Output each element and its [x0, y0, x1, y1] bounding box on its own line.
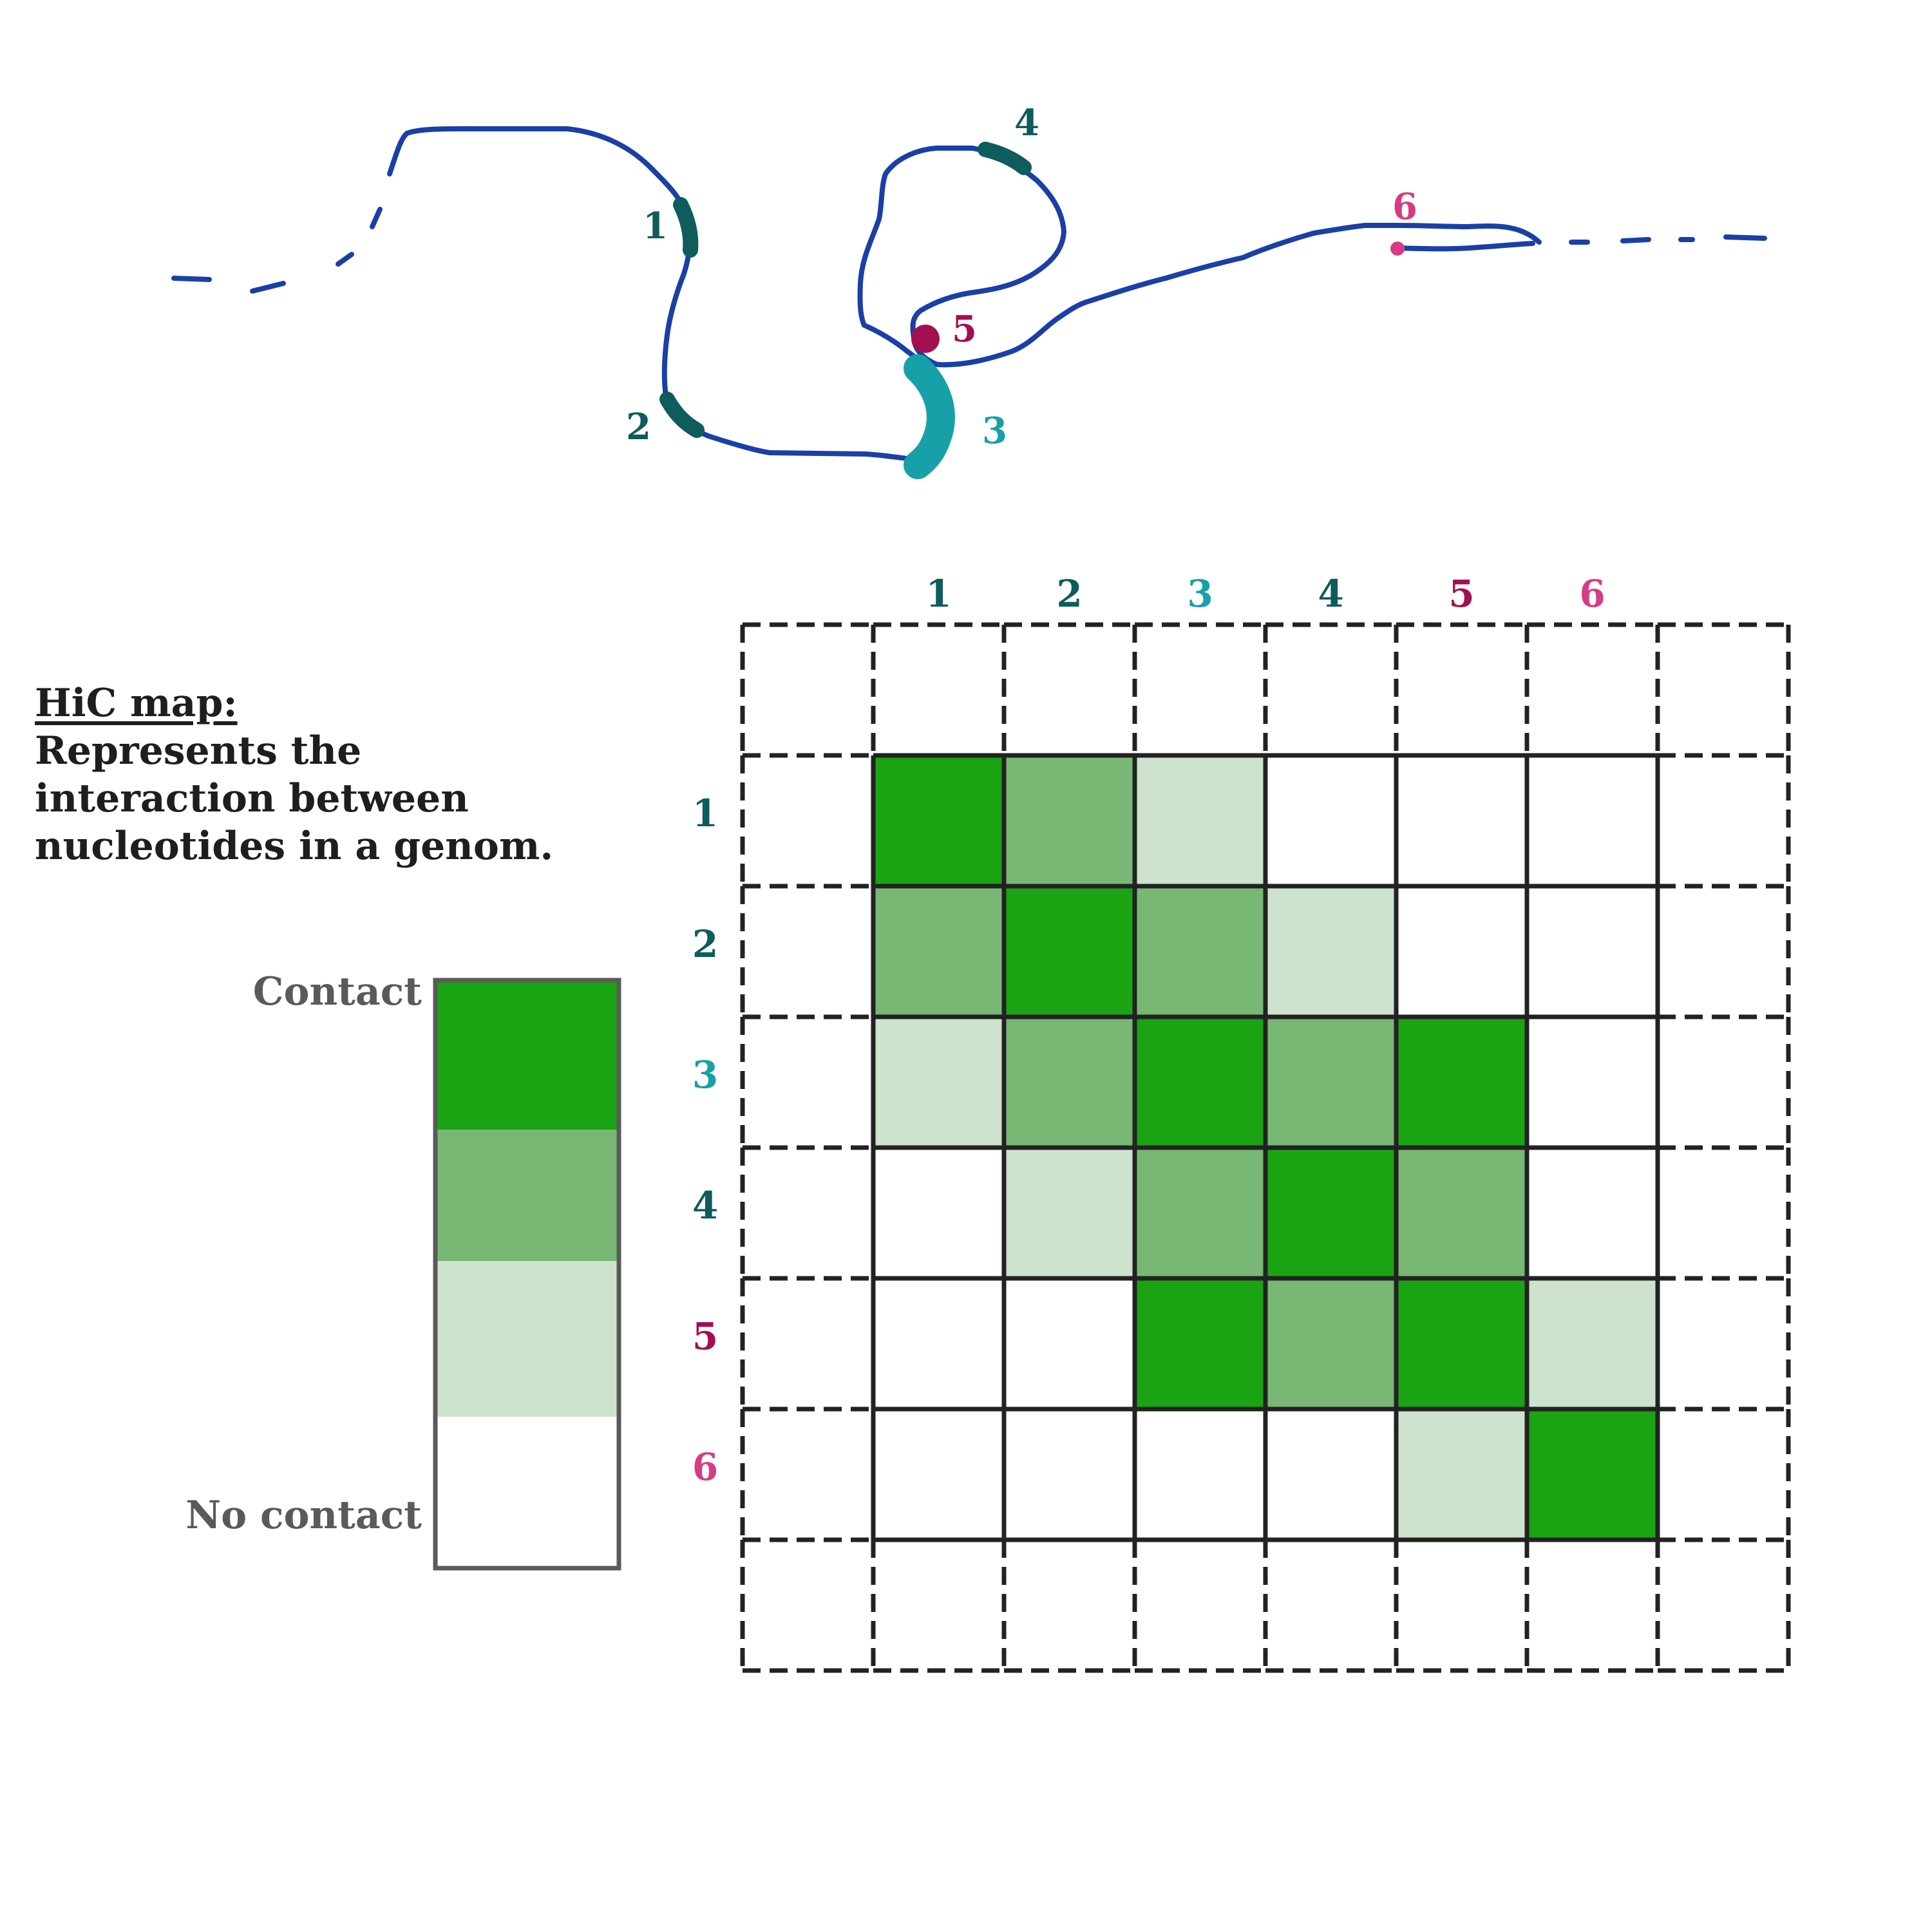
locus-1-marker	[673, 197, 699, 258]
matrix-cell-3-6	[1527, 1017, 1658, 1148]
row-label-2: 2	[692, 922, 718, 966]
legend-level-2	[435, 1130, 619, 1261]
column-label-2: 2	[1056, 572, 1082, 616]
matrix-cell-5-3	[1135, 1278, 1265, 1409]
locus-6-marker	[1390, 242, 1405, 256]
matrix-cell-2-2	[1004, 886, 1135, 1017]
fiber-label-6: 6	[1392, 185, 1417, 228]
locus-2-marker	[659, 392, 705, 438]
column-label-6: 6	[1579, 572, 1605, 616]
matrix-cell-5-6	[1527, 1278, 1658, 1409]
matrix-cell-6-1	[873, 1409, 1004, 1540]
fiber-label-2: 2	[626, 406, 651, 448]
matrix-cell-3-5	[1396, 1017, 1527, 1148]
column-label-1: 1	[925, 572, 951, 616]
matrix-cell-6-5	[1396, 1409, 1527, 1540]
info-line-3: nucleotides in a genom.	[35, 824, 554, 869]
info-heading: HiC map:	[35, 681, 238, 726]
matrix-cell-1-5	[1396, 755, 1527, 886]
fiber-dash	[370, 207, 383, 229]
row-label-3: 3	[692, 1053, 718, 1097]
fiber-dash	[1620, 237, 1651, 243]
row-label-4: 4	[692, 1184, 718, 1227]
hic-matrix-labels: 1 1 2 2 3 3 4 4 5 5 6 6	[692, 572, 1605, 1489]
fiber-dash	[1723, 234, 1767, 241]
column-label-4: 4	[1318, 572, 1343, 616]
fiber-label-1: 1	[643, 205, 668, 247]
matrix-cell-4-5	[1396, 1148, 1527, 1278]
info-line-1: Represents the	[35, 728, 362, 773]
matrix-cell-4-2	[1004, 1148, 1135, 1278]
legend-level-1	[435, 1261, 619, 1417]
legend-level-0	[435, 1417, 619, 1568]
legend-contact-label: Contact	[252, 969, 422, 1014]
locus-4-marker	[978, 142, 1032, 175]
fiber-dash	[250, 281, 286, 294]
fiber-segment-tail	[1395, 241, 1535, 252]
fiber-segment-main	[387, 126, 1542, 462]
matrix-cell-1-6	[1527, 755, 1658, 886]
matrix-cell-6-2	[1004, 1409, 1135, 1540]
matrix-cell-4-6	[1527, 1148, 1658, 1278]
row-label-1: 1	[692, 791, 718, 835]
matrix-cell-5-4	[1265, 1278, 1396, 1409]
matrix-cell-4-4	[1265, 1148, 1396, 1278]
matrix-cell-2-6	[1527, 886, 1658, 1017]
chromatin-fiber	[171, 126, 1767, 462]
matrix-cell-2-1	[873, 886, 1004, 1017]
matrix-cell-3-3	[1135, 1017, 1265, 1148]
legend-border	[433, 978, 621, 1571]
info-block: HiC map: Represents the interaction betw…	[35, 679, 614, 870]
fiber-loci	[659, 142, 1405, 479]
matrix-cell-5-5	[1396, 1278, 1527, 1409]
locus-3-marker	[904, 354, 955, 479]
matrix-cell-3-1	[873, 1017, 1004, 1148]
matrix-cell-1-1	[873, 755, 1004, 886]
matrix-cell-5-2	[1004, 1278, 1135, 1409]
matrix-cell-6-3	[1135, 1409, 1265, 1540]
column-label-5: 5	[1448, 572, 1474, 616]
matrix-cell-1-4	[1265, 755, 1396, 886]
matrix-cell-3-4	[1265, 1017, 1396, 1148]
row-label-5: 5	[692, 1314, 718, 1358]
row-label-6: 6	[692, 1445, 718, 1489]
fiber-label-4: 4	[1014, 102, 1039, 144]
matrix-cell-6-6	[1527, 1409, 1658, 1540]
matrix-cell-1-2	[1004, 755, 1135, 886]
hic-matrix-grid	[740, 622, 1791, 1673]
fiber-label-3: 3	[982, 410, 1007, 452]
matrix-cell-2-4	[1265, 886, 1396, 1017]
locus-5-marker	[911, 325, 940, 353]
fiber-dash	[336, 252, 354, 267]
fiber-label-5: 5	[952, 308, 977, 350]
matrix-cell-4-3	[1135, 1148, 1265, 1278]
matrix-cell-4-1	[873, 1148, 1004, 1278]
legend-level-3	[435, 980, 619, 1130]
hic-matrix-cells	[873, 755, 1658, 1540]
matrix-cell-2-5	[1396, 886, 1527, 1017]
matrix-cell-1-3	[1135, 755, 1265, 886]
matrix-cell-2-3	[1135, 886, 1265, 1017]
contact-legend	[433, 978, 621, 1571]
info-line-2: interaction between	[35, 776, 469, 821]
legend-no-contact-label: No contact	[185, 1493, 422, 1538]
matrix-cell-5-1	[873, 1278, 1004, 1409]
fiber-labels: 1 2 3 4 5 6	[626, 102, 1417, 452]
fiber-dash	[171, 276, 212, 282]
column-label-3: 3	[1187, 572, 1213, 616]
matrix-cell-3-2	[1004, 1017, 1135, 1148]
matrix-cell-6-4	[1265, 1409, 1396, 1540]
